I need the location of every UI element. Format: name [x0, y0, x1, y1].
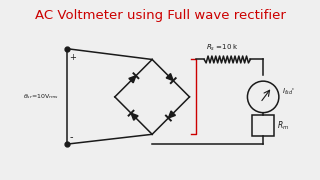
Text: -: -	[70, 132, 73, 142]
Text: $I_{fsd}$': $I_{fsd}$'	[282, 87, 295, 97]
Polygon shape	[166, 74, 173, 81]
Text: +: +	[70, 53, 76, 62]
Text: $R_s$ =10 k: $R_s$ =10 k	[206, 42, 239, 53]
Polygon shape	[131, 113, 138, 120]
Polygon shape	[168, 111, 175, 118]
Text: $\theta_{sr}$=10V$_{rms}$: $\theta_{sr}$=10V$_{rms}$	[23, 92, 59, 101]
Text: $R_m$: $R_m$	[277, 119, 289, 132]
Bar	[252, 115, 274, 136]
Polygon shape	[129, 76, 136, 83]
Text: AC Voltmeter using Full wave rectifier: AC Voltmeter using Full wave rectifier	[35, 9, 285, 22]
